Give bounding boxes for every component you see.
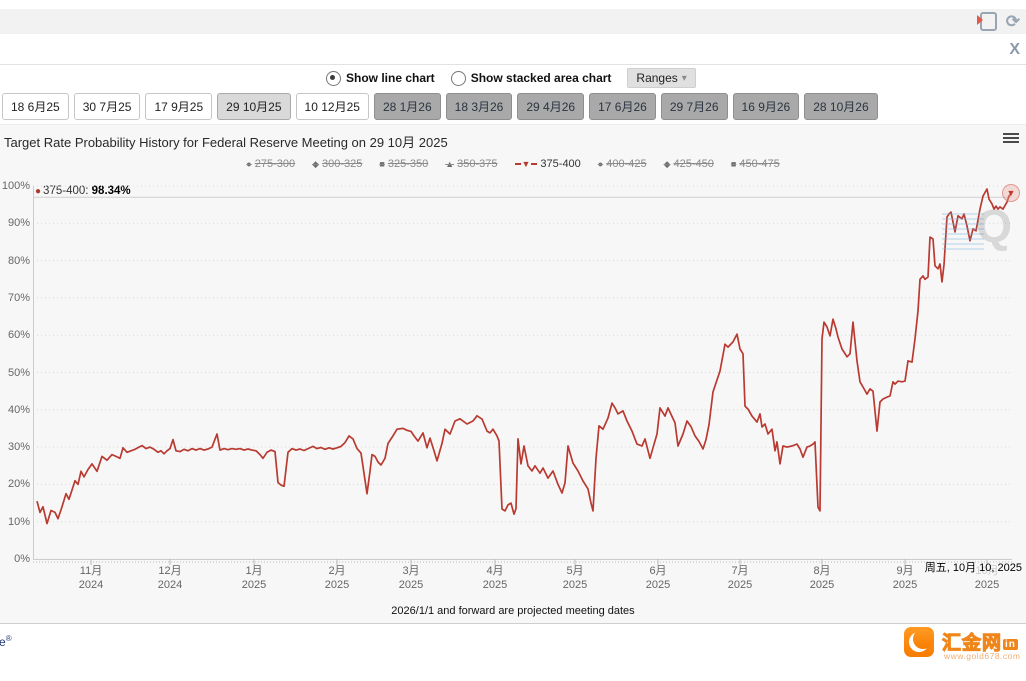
radio-show-stacked-area[interactable]: Show stacked area chart <box>450 70 612 86</box>
huijin-logo-url: www.gold678.com <box>944 651 1021 661</box>
x-axis-tick-label: 1月 2025 <box>241 565 267 591</box>
y-axis-tick-label: 10% <box>7 515 30 528</box>
y-axis-tick-label: 60% <box>7 329 30 342</box>
meeting-tab[interactable]: 18 6月25 <box>2 93 69 120</box>
triangle-down-icon: ▼ <box>1006 187 1016 198</box>
legend-item[interactable]: ◆ 425-450 <box>664 158 714 170</box>
legend-item[interactable]: ● 275-300 <box>246 158 295 170</box>
ranges-label: Ranges <box>636 71 678 85</box>
chart-legend: ● 275-300 ◆ 300-325 ■ 325-350 ▲ 350-375 ▼ 375-400… <box>0 158 1026 170</box>
meeting-tab[interactable]: 29 10月25 <box>217 93 291 120</box>
meeting-tab[interactable]: 17 6月26 <box>589 93 656 120</box>
meeting-tab[interactable]: 30 7月25 <box>73 93 141 120</box>
y-axis-tick-label: 100% <box>1 180 30 192</box>
top-toolbar: ⟳ <box>0 9 1026 34</box>
y-axis-tick-label: 90% <box>7 217 30 230</box>
meeting-tab[interactable]: 29 4月26 <box>517 93 585 120</box>
legend-label: 325-350 <box>387 158 429 170</box>
x-share-icon[interactable]: X <box>1009 41 1020 58</box>
legend-item[interactable]: ■ 325-350 <box>379 158 428 170</box>
x-axis-tick-label: 5月 2025 <box>562 565 588 591</box>
x-axis-tick-label: 9月 2025 <box>892 565 918 591</box>
radio-icon-area[interactable] <box>450 70 466 86</box>
export-snapshot-icon[interactable] <box>976 12 997 31</box>
chart-footnote: 2026/1/1 and forward are projected meeti… <box>391 605 635 617</box>
legend-label: 350-375 <box>457 158 498 170</box>
meeting-tabs: 18 6月25 30 7月25 17 9月25 29 10月25 10 12月25 28 … <box>2 93 878 120</box>
meeting-tab[interactable]: 28 1月26 <box>373 93 441 120</box>
legend-item[interactable]: ▼ 375-400 <box>514 158 581 170</box>
x-axis-tick-label: 6月 2025 <box>645 565 671 591</box>
probability-line-375-400 <box>36 188 1013 525</box>
legend-label: 450-475 <box>739 158 780 170</box>
y-axis-tick-label: 30% <box>7 441 30 454</box>
legend-marker-icon: ◆ <box>312 158 320 169</box>
meeting-tab[interactable]: 10 12月25 <box>295 93 369 120</box>
legend-label: 275-300 <box>254 158 296 170</box>
legend-item[interactable]: ■ 450-475 <box>731 158 780 170</box>
ranges-dropdown[interactable]: Ranges ▾ <box>627 68 696 88</box>
logo-in-badge: in <box>1003 639 1018 650</box>
y-axis-tick-label: 70% <box>7 291 30 304</box>
chevron-down-icon: ▾ <box>681 72 687 84</box>
y-axis-tick-label: 20% <box>7 478 30 491</box>
meeting-tab[interactable]: 17 9月25 <box>145 93 213 120</box>
plot-area[interactable] <box>33 185 1013 565</box>
y-axis-tick-label: 80% <box>7 254 30 267</box>
partial-brand-text: ke® <box>0 634 12 649</box>
radio-show-line-chart[interactable]: Show line chart <box>326 70 435 86</box>
huijin-logo-text: 汇金网 in <box>941 633 1018 655</box>
legend-item[interactable]: ● 400-425 <box>598 158 647 170</box>
radio-area-label: Show stacked area chart <box>470 71 612 85</box>
chart-svg <box>33 185 1013 565</box>
x-axis-tick-label: 10月 2025 <box>974 565 1000 591</box>
tooltip-value: 98.34% <box>91 185 131 197</box>
y-axis-tick-label: 0% <box>14 553 30 565</box>
x-axis-tick-label: 8月 2025 <box>809 565 835 591</box>
x-axis-tick-label: 12月 2024 <box>157 565 183 591</box>
legend-marker-icon: ● <box>246 159 252 169</box>
x-axis-tick-label: 11月 2024 <box>78 565 104 591</box>
legend-marker-icon: ● <box>597 159 604 169</box>
huijin-logo-icon <box>904 627 934 657</box>
legend-marker-icon: ▲ <box>445 159 455 169</box>
legend-marker-icon: ■ <box>730 159 737 169</box>
watermark-q: Q <box>976 200 1012 252</box>
x-axis-tick-label: 2月 2025 <box>324 565 350 591</box>
legend-item[interactable]: ◆ 300-325 <box>312 158 362 170</box>
x-axis-tick-label: 7月 2025 <box>727 565 753 591</box>
meeting-tab[interactable]: 28 10月26 <box>804 93 878 120</box>
legend-marker-icon: ■ <box>379 159 385 169</box>
x-axis-tick-label: 4月 2025 <box>482 565 508 591</box>
radio-icon-line[interactable] <box>326 70 341 86</box>
meeting-tab[interactable]: 18 3月26 <box>445 93 513 120</box>
chart-menu-icon[interactable] <box>1003 133 1019 145</box>
chart-module: Target Rate Probability History for Fede… <box>0 124 1026 624</box>
legend-label: 425-450 <box>673 158 714 170</box>
legend-item[interactable]: ▲ 350-375 <box>445 158 497 170</box>
huijin-logo[interactable]: 汇金网 in www.gold678.com <box>904 625 1022 665</box>
meeting-tab[interactable]: 16 9月26 <box>732 93 800 120</box>
legend-marker-icon: ▼ <box>514 159 538 169</box>
y-axis-tick-label: 40% <box>7 403 30 416</box>
watermark-stripes <box>942 213 984 253</box>
radio-line-label: Show line chart <box>346 71 435 85</box>
legend-marker-icon: ◆ <box>663 158 671 169</box>
legend-label: 375-400 <box>540 158 581 170</box>
y-axis-tick-label: 50% <box>7 366 30 379</box>
crosshair-date-label: 周五, 10月 10, 2025 <box>924 562 1022 574</box>
refresh-icon[interactable]: ⟳ <box>1005 12 1020 31</box>
tooltip-dot-icon: ● <box>35 186 42 197</box>
last-value-tooltip: ● 375-400: 98.34% <box>35 185 131 197</box>
legend-label: 300-325 <box>322 158 363 170</box>
meeting-tab[interactable]: 29 7月26 <box>660 93 728 120</box>
chart-mode-controls: Show line chart Show stacked area chart … <box>326 67 696 89</box>
tooltip-series: 375-400: <box>43 185 89 197</box>
x-axis-tick-label: 3月 2025 <box>398 565 424 591</box>
legend-label: 400-425 <box>606 158 647 170</box>
divider <box>0 64 1026 65</box>
chart-title: Target Rate Probability History for Fede… <box>4 135 448 150</box>
last-point-marker: ▼ <box>1002 184 1020 202</box>
